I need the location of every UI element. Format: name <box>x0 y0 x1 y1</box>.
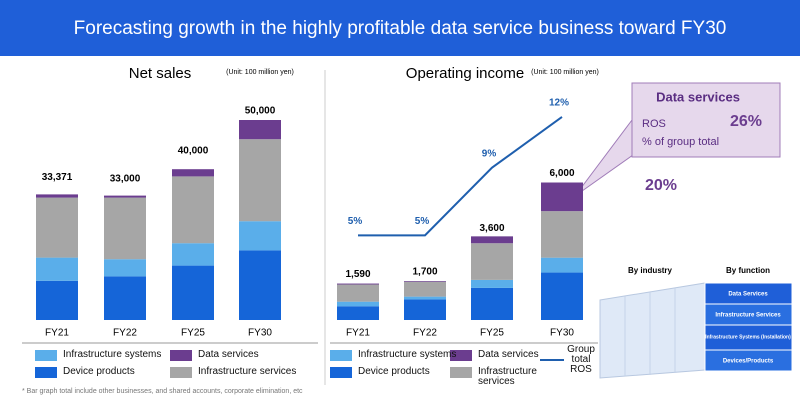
bar-segment <box>239 250 281 320</box>
legend-label: Infrastructure services <box>478 366 537 387</box>
x-tick-label: FY25 <box>480 328 504 339</box>
legend-swatch <box>35 350 57 361</box>
total-label: 33,000 <box>110 174 141 185</box>
legend-swatch <box>330 367 352 378</box>
bar-segment <box>172 243 214 266</box>
bar-segment <box>471 236 513 244</box>
bar-segment <box>404 281 446 282</box>
total-label: 1,700 <box>412 267 437 278</box>
bar-segment <box>104 276 146 320</box>
legend-swatch <box>170 350 192 361</box>
total-label: 33,371 <box>42 172 73 183</box>
legend-swatch <box>330 350 352 361</box>
bar-segment <box>337 306 379 320</box>
bar-segment <box>541 182 583 212</box>
footnote: * Bar graph total include other business… <box>22 388 303 395</box>
bar-segment <box>541 257 583 273</box>
callout-label: ROS <box>642 118 666 130</box>
diagram-layer <box>704 349 793 372</box>
chart-title: Operating income <box>406 65 524 82</box>
total-label: 6,000 <box>549 168 574 179</box>
bar-segment <box>337 301 379 307</box>
total-label: 40,000 <box>178 146 209 157</box>
bar-segment <box>104 259 146 277</box>
bar-segment <box>541 272 583 320</box>
bar-segment <box>239 139 281 222</box>
data-label: 12% <box>549 98 569 109</box>
ros-line <box>358 116 563 237</box>
total-label: 50,000 <box>245 106 276 117</box>
diagram-grid <box>599 282 706 379</box>
diagram-title: By function <box>726 266 770 275</box>
callout-box <box>631 82 781 158</box>
data-label: 9% <box>482 148 497 159</box>
diagram-label: Infrastructure Services <box>715 313 781 319</box>
bar-segment <box>36 280 78 320</box>
legend-label: Device products <box>63 366 135 377</box>
legend-label: Group total ROS <box>567 344 595 375</box>
chart-title: Net sales <box>129 65 192 82</box>
bar-segment <box>104 195 146 198</box>
unit-label: (Unit: 100 million yen) <box>226 69 294 76</box>
legend-label: Infrastructure systems <box>63 349 162 360</box>
legend-swatch <box>35 367 57 378</box>
x-tick-label: FY30 <box>248 328 272 339</box>
bar-segment <box>172 265 214 320</box>
bar-segment <box>337 284 379 302</box>
diagram-label: Devices/Products <box>723 359 774 365</box>
x-tick-label: FY30 <box>550 328 574 339</box>
diagram-layer <box>704 324 793 351</box>
bar-segment <box>541 211 583 258</box>
bar-segment <box>239 120 281 140</box>
data-label: 5% <box>348 216 363 227</box>
legend-swatch <box>450 367 472 378</box>
callout-pointer <box>574 118 641 197</box>
bar-segment <box>36 194 78 198</box>
x-tick-label: FY21 <box>346 328 370 339</box>
x-tick-label: FY22 <box>113 328 137 339</box>
callout-title: Data services <box>656 89 740 104</box>
total-label: 3,600 <box>479 223 504 234</box>
legend-label: Data services <box>478 349 539 360</box>
data-label: 5% <box>415 216 430 227</box>
total-label: 1,590 <box>345 269 370 280</box>
callout-label: % of group total <box>642 136 719 148</box>
bar-segment <box>104 197 146 260</box>
bar-segment <box>404 299 446 320</box>
bar-segment <box>172 176 214 244</box>
unit-label: (Unit: 100 million yen) <box>531 69 599 76</box>
callout-value: 26% <box>730 113 762 130</box>
legend-label: Data services <box>198 349 259 360</box>
bar-segment <box>471 287 513 320</box>
x-tick-label: FY21 <box>45 328 69 339</box>
legend-swatch <box>450 350 472 361</box>
bar-segment <box>172 169 214 177</box>
diagram: By industry By function Data Services In… <box>599 266 793 379</box>
diagram-title: By industry <box>628 266 673 275</box>
callout-value: 20% <box>645 177 677 194</box>
bar-segment <box>36 197 78 258</box>
legend-label: Infrastructure services <box>198 366 297 377</box>
bar-segment <box>239 221 281 251</box>
legend-swatch <box>170 367 192 378</box>
legend-label: Infrastructure systems <box>358 349 457 360</box>
diagram-label: Data Services <box>728 292 768 298</box>
title-bar <box>0 0 800 56</box>
x-tick-label: FY25 <box>181 328 205 339</box>
slide-title: Forecasting growth in the highly profita… <box>74 18 727 39</box>
bar-segment <box>471 243 513 280</box>
legend-label: Device products <box>358 366 430 377</box>
bar-segment <box>404 281 446 297</box>
bar-segment <box>337 283 379 285</box>
bar-segment <box>404 296 446 300</box>
bar-segment <box>471 279 513 288</box>
diagram-label: Infrastructure Systems (Installation) <box>705 334 791 340</box>
bar-segment <box>36 257 78 281</box>
x-tick-label: FY22 <box>413 328 437 339</box>
